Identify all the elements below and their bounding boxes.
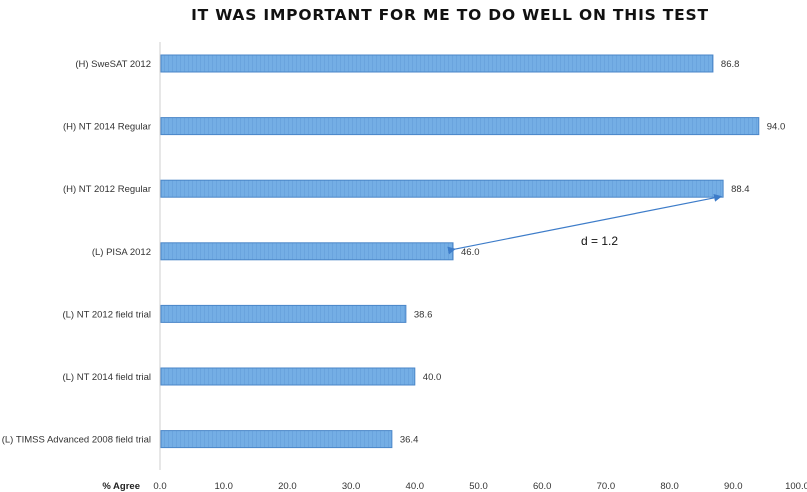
bar-l-nt-2012-field-trial [160, 304, 407, 323]
x-tick-label-6: 60.0 [533, 481, 552, 492]
bar-h-nt-2012-regular [160, 179, 724, 198]
data-label-h-nt-2012-regular: 88.4 [731, 184, 750, 195]
category-label-h-nt-2012-regular: (H) NT 2012 Regular [63, 184, 151, 195]
x-axis-title: % Agree [102, 481, 140, 492]
x-tick-label-1: 10.0 [214, 481, 233, 492]
x-tick-label-0: 0.0 [153, 481, 166, 492]
bar-h-swesat-2012 [160, 54, 714, 73]
bar-l-nt-2014-field-trial [160, 367, 416, 386]
category-label-l-nt-2014-field-trial: (L) NT 2014 field trial [62, 372, 151, 383]
effect-size-label: d = 1.2 [581, 234, 618, 248]
data-label-h-nt-2014-regular: 94.0 [767, 122, 786, 133]
x-tick-label-3: 30.0 [342, 481, 361, 492]
x-tick-label-4: 40.0 [406, 481, 425, 492]
data-label-l-timss-advanced-2008-field-trial: 36.4 [400, 435, 419, 446]
category-label-h-nt-2014-regular: (H) NT 2014 Regular [63, 122, 151, 133]
effect-size-arrow [447, 193, 723, 255]
chart-title: IT WAS IMPORTANT FOR ME TO DO WELL ON TH… [191, 6, 709, 24]
x-tick-label-8: 80.0 [660, 481, 679, 492]
category-label-h-swesat-2012: (H) SweSAT 2012 [75, 59, 151, 70]
data-label-l-pisa-2012: 46.0 [461, 247, 480, 258]
bar-h-nt-2014-regular [160, 117, 760, 136]
x-tick-label-10: 100.0 [785, 481, 807, 492]
x-tick-label-5: 50.0 [469, 481, 488, 492]
category-label-l-nt-2012-field-trial: (L) NT 2012 field trial [62, 309, 151, 320]
data-label-l-nt-2014-field-trial: 40.0 [423, 372, 442, 383]
x-tick-label-7: 70.0 [597, 481, 616, 492]
data-label-h-swesat-2012: 86.8 [721, 59, 740, 70]
category-label-l-timss-advanced-2008-field-trial: (L) TIMSS Advanced 2008 field trial [2, 435, 151, 446]
x-tick-label-2: 20.0 [278, 481, 297, 492]
bar-l-timss-advanced-2008-field-trial [160, 430, 393, 449]
category-label-l-pisa-2012: (L) PISA 2012 [92, 247, 151, 258]
data-label-l-nt-2012-field-trial: 38.6 [414, 309, 433, 320]
bar-l-pisa-2012 [160, 242, 454, 261]
x-tick-label-9: 90.0 [724, 481, 743, 492]
